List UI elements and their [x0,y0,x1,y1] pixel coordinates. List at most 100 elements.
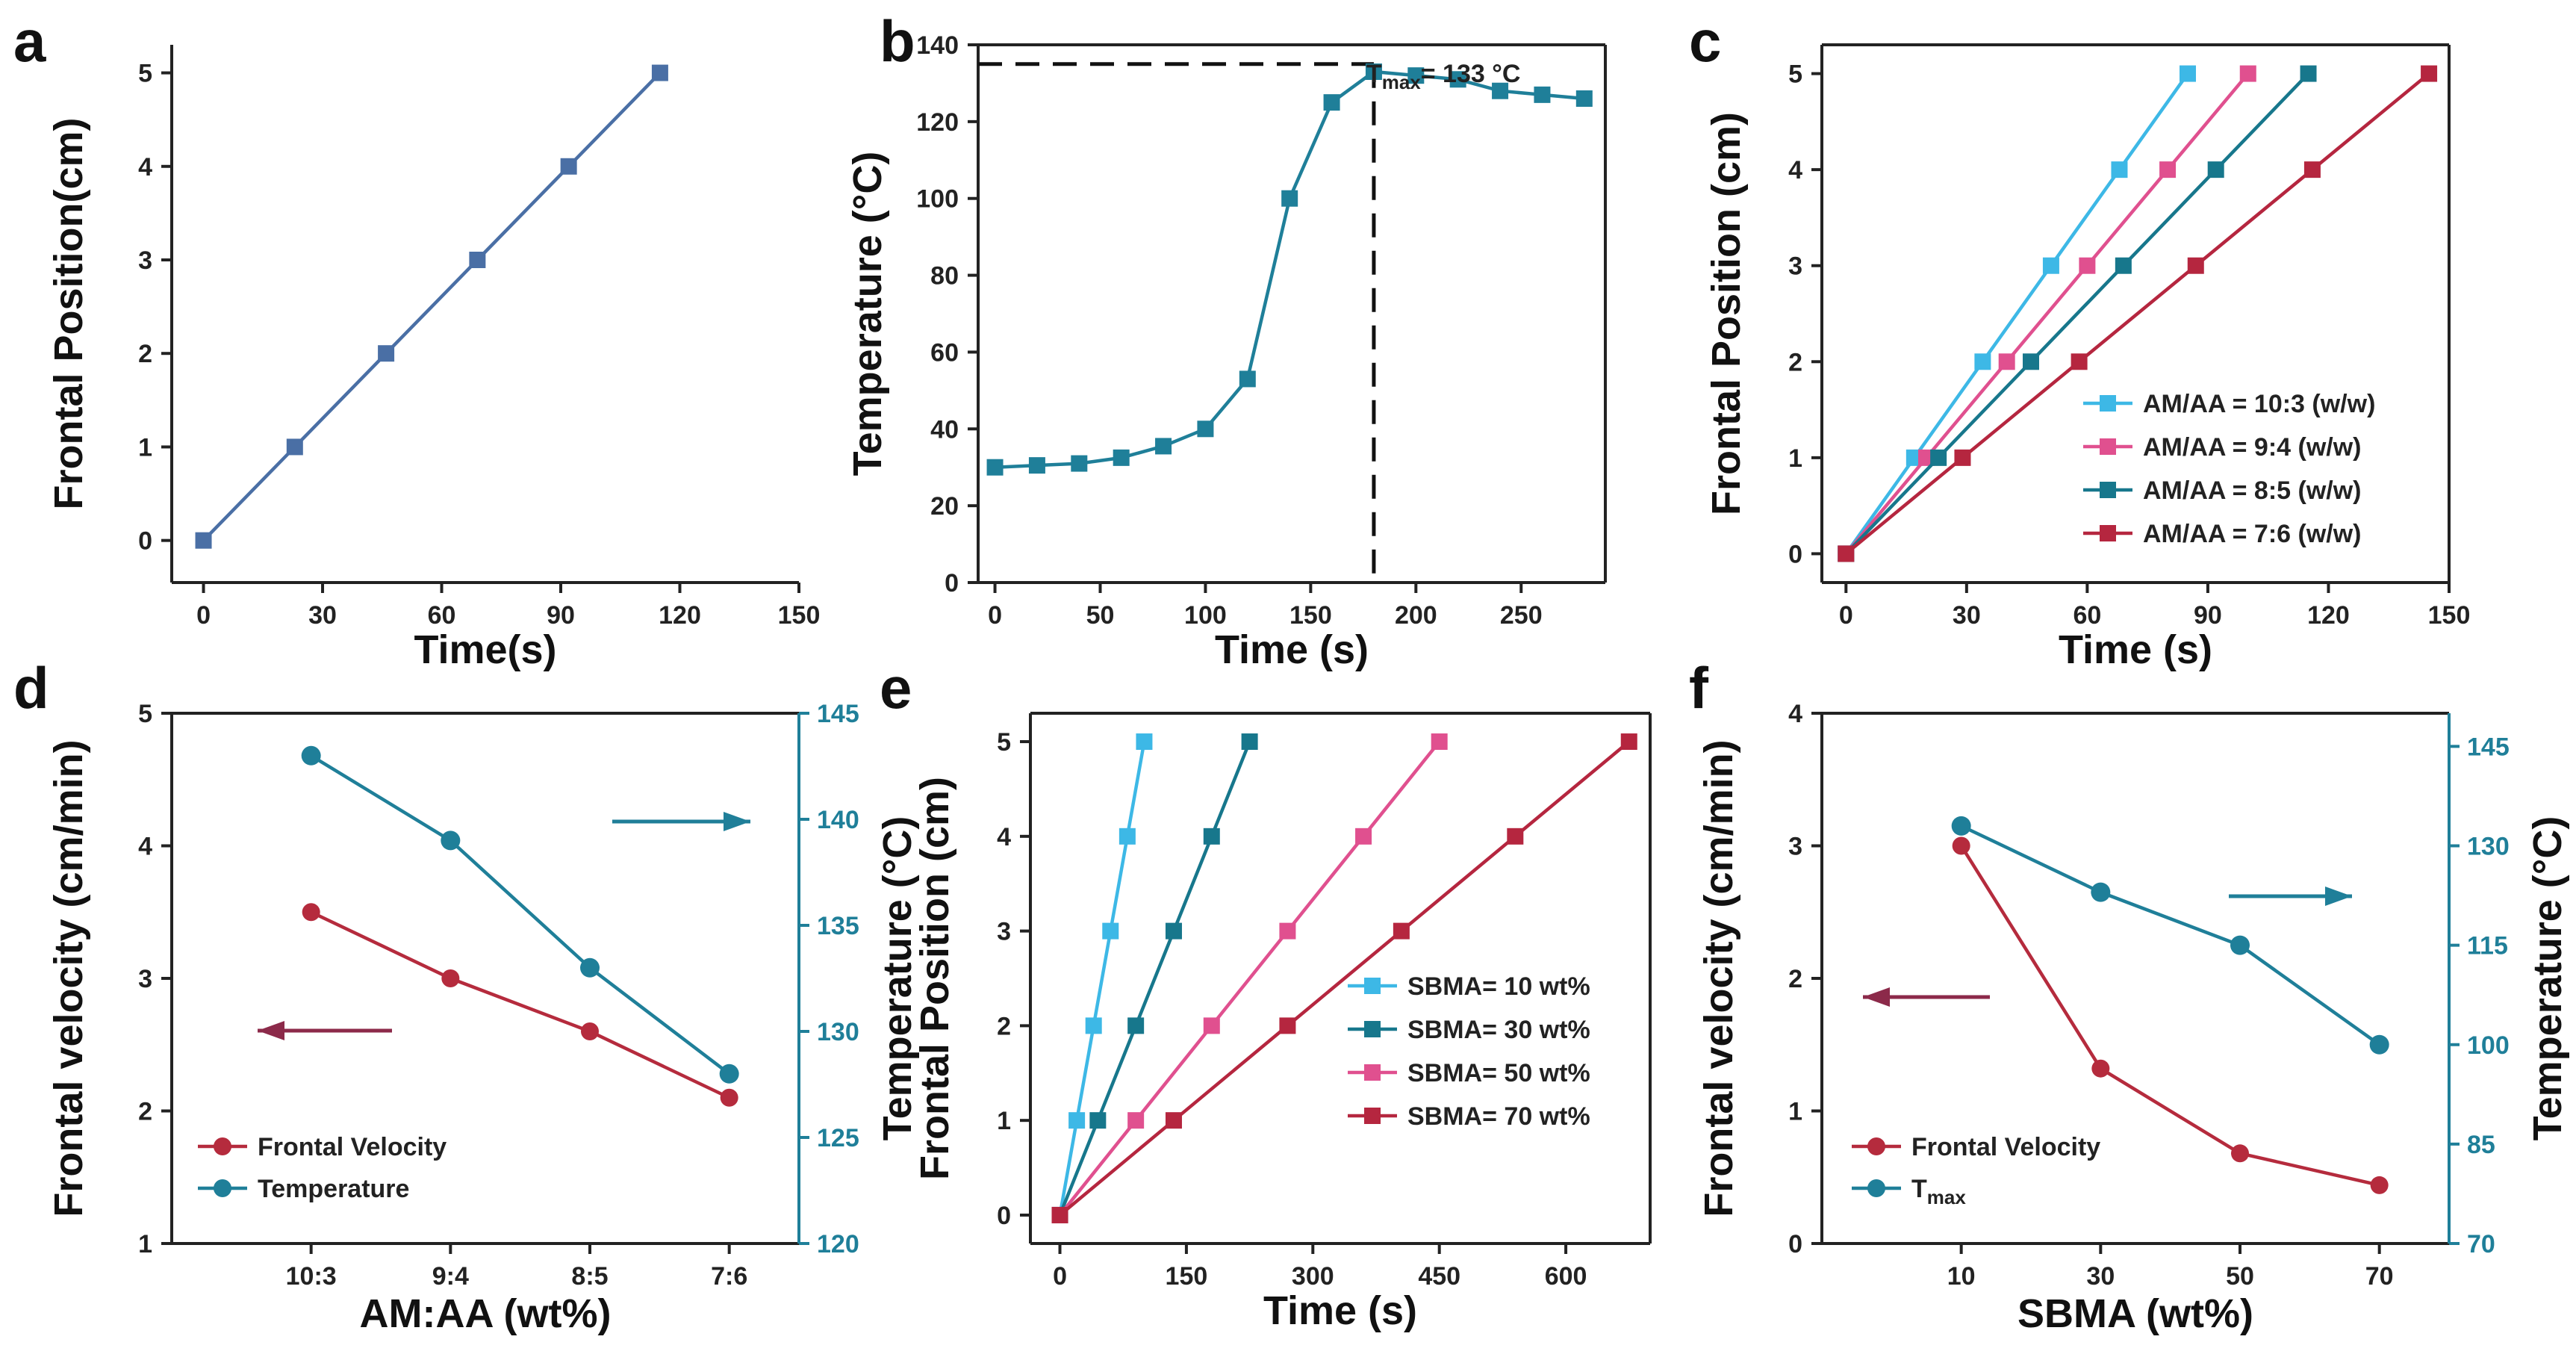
y-tick-label: 120 [916,108,959,137]
y-tick-label: 5 [138,60,152,88]
x-tick-label: 9:4 [432,1262,469,1291]
x-tick-label: 0 [196,601,211,630]
x-tick-label: 150 [2428,601,2471,630]
data-point [1051,1206,1068,1223]
series-line [1058,740,1441,1217]
data-point [441,830,461,851]
legend-label: AM/AA = 9:4 (w/w) [2143,433,2362,462]
data-point [1113,449,1130,466]
data-point [1534,86,1551,103]
right-y-tick-label: 130 [817,1018,859,1046]
right-y-tick-label: 145 [817,700,859,728]
x-tick-label: 0 [988,601,1002,630]
x-axis-title: Time(s) [414,627,556,672]
data-point [1127,1017,1145,1034]
x-tick-label: 50 [1086,601,1115,630]
y-tick-label: 2 [138,1098,152,1126]
y-tick-label: 4 [997,823,1011,851]
series-line [1844,72,2430,556]
data-point [1085,1017,1102,1034]
x-tick-label: 7:6 [711,1262,747,1291]
data-point [1951,816,1971,836]
data-point [2159,161,2177,178]
y-tick-label: 0 [945,569,959,597]
legend-label: Frontal Velocity [1911,1133,2100,1161]
panel-b-chart: 0 50 100 150 200 250 0 20 40 60 80 100 120 140 Time (s… [845,31,1607,672]
right-arrow-head-icon [724,812,750,831]
x-tick-label: 200 [1395,601,1437,630]
data-point [441,969,460,987]
data-point [1279,922,1296,940]
data-point [2115,257,2132,274]
x-tick-label: 0 [1839,601,1853,630]
y-tick-label: 2 [1788,965,1802,993]
left-arrow-head-icon [1863,987,1890,1007]
data-point [2042,257,2059,274]
data-point [560,158,577,175]
y-tick-label: 3 [997,918,1011,946]
series-line [1058,741,1146,1216]
legend-marker [2100,395,2116,412]
y-tick-label: 3 [138,965,152,993]
data-point [1127,1112,1145,1129]
data-point [1102,922,1119,940]
legend-marker [1364,1064,1381,1081]
x-tick-label: 30 [1953,601,1981,630]
data-point [1974,353,1991,370]
y-tick-label: 4 [138,153,152,181]
x-axis-title: AM:AA (wt%) [360,1291,612,1336]
right-y-tick-label: 145 [2467,733,2510,761]
y-tick-label: 3 [138,246,152,275]
right-y-tick-label: 120 [817,1230,859,1258]
y-axis-title: Frontal Position (cm) [912,777,957,1180]
x-tick-label: 300 [1292,1262,1334,1291]
data-point [1393,922,1410,940]
data-point [2180,65,2196,82]
y-tick-label: 5 [1788,60,1802,89]
x-tick-label: 100 [1184,601,1227,630]
series-line [310,754,731,1075]
data-point [581,1022,599,1040]
series-line [1844,72,2189,555]
data-point [1071,455,1088,472]
panel-letter-c: c [1689,8,1721,74]
y-tick-label: 20 [930,492,959,521]
data-point [195,532,212,549]
right-y-tick-label: 115 [2467,932,2508,960]
legend-marker [1867,1137,1885,1155]
legend-label: SBMA= 10 wt% [1407,972,1590,1001]
right-y-tick-label: 85 [2467,1131,2495,1159]
y-tick-label: 5 [138,700,152,728]
y-tick-label: 1 [997,1107,1011,1135]
y-axis-title: Frontal velocity (cm/min) [46,739,91,1217]
y-tick-label: 0 [138,527,152,556]
right-arrow-head-icon [2325,887,2352,906]
data-point [580,957,600,978]
data-point [1575,90,1593,107]
data-point [1323,94,1340,111]
data-point [1165,922,1182,940]
series-line [310,910,730,1099]
data-point [1136,733,1153,751]
legend-marker [2100,482,2116,498]
y-tick-label: 1 [138,433,152,462]
y-tick-label: 3 [1788,833,1802,861]
data-point [1507,828,1524,845]
y-tick-label: 60 [930,338,959,367]
legend-marker [2100,525,2116,541]
right-y-tick-label: 100 [2467,1031,2510,1060]
data-point [1281,190,1298,207]
panel-a-chart: 0 30 60 90 120 150 0 1 2 3 4 5 Time(s) Frontal Positi… [46,45,820,672]
y-tick-label: 100 [916,185,959,214]
x-tick-label: 120 [659,601,701,630]
series-line [1959,845,2380,1187]
data-point [1279,1017,1296,1034]
x-tick-label: 90 [547,601,575,630]
panel-letter-e: e [880,655,912,721]
x-tick-label: 120 [2307,601,2350,630]
data-point [1119,828,1136,845]
series-line [202,71,662,542]
data-point [1155,438,1172,455]
data-point [1355,828,1372,845]
